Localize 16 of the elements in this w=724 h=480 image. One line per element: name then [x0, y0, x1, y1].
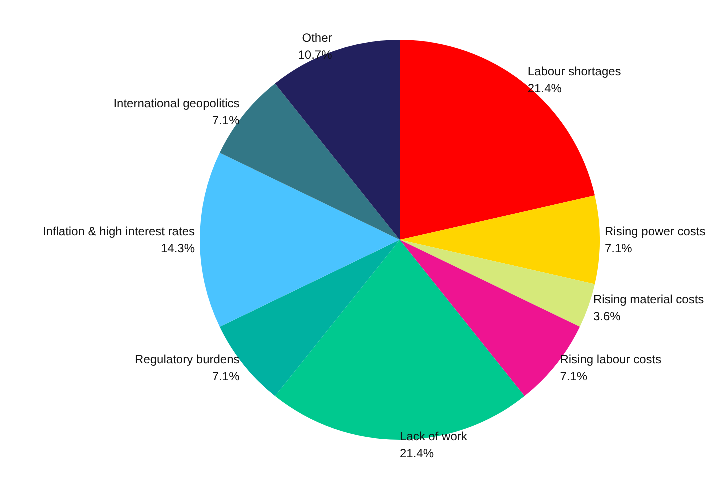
data-label: 21.4%: [400, 446, 434, 460]
data-label: 7.1%: [560, 369, 588, 384]
data-label: 14.3%: [160, 242, 196, 256]
slice-label: Inflation & high interest rates: [42, 224, 195, 238]
data-label: 7.1%: [605, 242, 633, 256]
slice-label: Rising labour costs: [560, 352, 662, 366]
slice-label: Labour shortages: [528, 64, 622, 78]
slice-label: International geopolitics: [114, 96, 240, 111]
slice-label: Rising material costs: [593, 292, 704, 306]
data-label: 3.6%: [593, 309, 622, 324]
slice-label: Regulatory burdens: [135, 352, 240, 366]
data-label: 21.4%: [528, 81, 562, 96]
data-label: 7.1%: [212, 114, 240, 128]
slice-label: Rising power costs: [605, 224, 706, 238]
slice-label: Other: [302, 31, 332, 46]
data-label: 7.1%: [212, 369, 240, 384]
